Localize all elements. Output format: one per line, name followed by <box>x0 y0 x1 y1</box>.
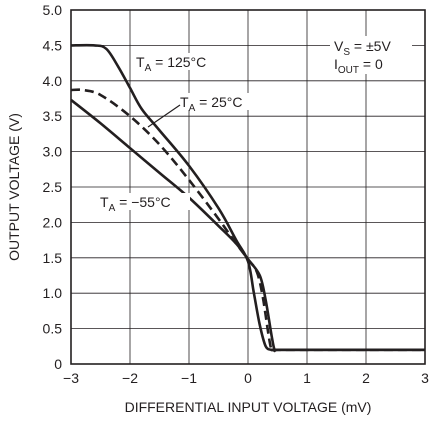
vs-condition-label: VS = ±5V <box>334 38 391 58</box>
x-tick-label: 3 <box>421 370 429 386</box>
series-label-m55c: TA = −55°C <box>100 194 171 214</box>
plot-frame <box>70 9 426 365</box>
x-axis-title: DIFFERENTIAL INPUT VOLTAGE (mV) <box>125 399 372 415</box>
x-tick-label: 2 <box>362 370 370 386</box>
label-125c-bg <box>134 53 226 70</box>
y-tick-label: 0.5 <box>43 321 63 337</box>
y-tick-label: 2.5 <box>43 179 63 195</box>
y-tick-label: 0 <box>54 356 62 372</box>
y-tick-label: 3.5 <box>43 108 63 124</box>
series-label-25c: TA = 25°C <box>180 94 242 114</box>
y-tick-label: 1.5 <box>43 250 63 266</box>
x-tick-label: −1 <box>181 370 197 386</box>
iout-condition-label: IOUT = 0 <box>334 56 383 76</box>
conditions-label-bg <box>330 36 412 74</box>
y-tick-label: 1.0 <box>43 285 63 301</box>
label-m55c-bg <box>98 193 190 210</box>
series-layer <box>70 43 425 353</box>
y-axis-title: OUTPUT VOLTAGE (V) <box>6 113 22 261</box>
y-tick-label: 3.0 <box>43 144 63 160</box>
series-m55c-curve <box>70 98 425 353</box>
label-25c-leader <box>147 104 181 128</box>
x-tick-label: −3 <box>63 370 79 386</box>
y-tick-label: 2.0 <box>43 214 63 230</box>
x-tick-label: −2 <box>122 370 138 386</box>
x-tick-label: 0 <box>244 370 252 386</box>
y-tick-label: 4.5 <box>43 37 63 53</box>
series-label-125c: TA = 125°C <box>136 54 206 74</box>
label-25c-bg <box>178 93 260 110</box>
y-tick-label: 5.0 <box>43 2 63 18</box>
tick-labels: −3 −2 −1 0 1 2 3 0 0.5 1.0 1.5 2.0 2.5 3.0 3.5 4.0 4.5 5.… <box>43 2 430 386</box>
x-tick-label: 1 <box>303 370 311 386</box>
y-tick-label: 4.0 <box>43 73 63 89</box>
